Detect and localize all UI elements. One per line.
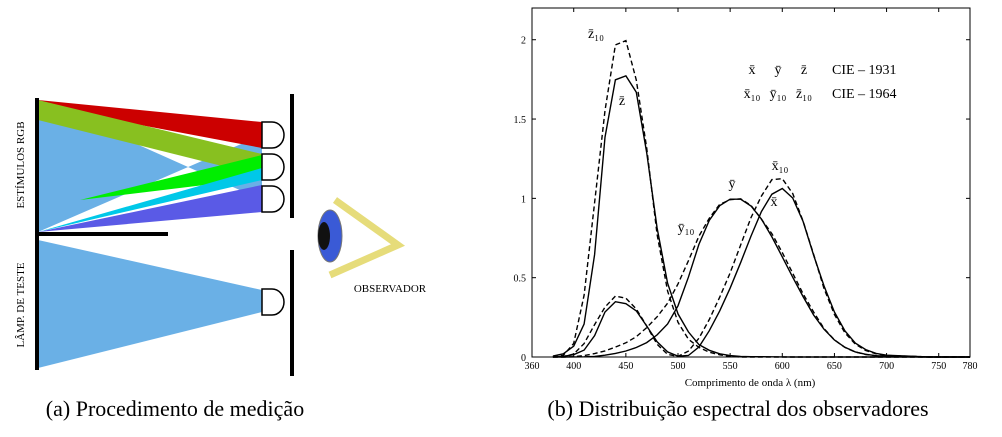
curve: [553, 189, 970, 358]
curve: [553, 199, 970, 357]
screen-top: [290, 94, 294, 218]
x-tick-label: 450: [618, 361, 633, 372]
y-tick-label: 1: [521, 194, 526, 205]
curve-label: ȳ: [729, 177, 736, 192]
curve: [553, 199, 970, 357]
curve: [553, 76, 970, 357]
screen-bottom: [290, 250, 294, 376]
curve-label: z̄: [619, 94, 625, 109]
x-tick-label: 500: [671, 361, 686, 372]
figure: ESTÍMULOS RGB LÂMP. DE TESTE OBSERVADOR …: [0, 0, 1002, 432]
curve-label: x̄: [771, 195, 778, 210]
legend-symbol: ȳ₁₀: [770, 87, 787, 102]
x-tick-label: 700: [879, 361, 894, 372]
test-fan: [38, 240, 262, 368]
curve-label: x̄₁₀: [772, 159, 789, 174]
x-axis-label: Comprimento de onda λ (nm): [685, 377, 816, 389]
x-tick-label: 360: [525, 361, 540, 372]
divider: [35, 232, 168, 236]
y-tick-label: 0.5: [514, 274, 527, 285]
measurement-diagram: ESTÍMULOS RGB LÂMP. DE TESTE OBSERVADOR …: [15, 94, 427, 421]
caption-b: (b) Distribuição espectral dos observado…: [547, 396, 928, 421]
x-tick-label: 750: [931, 361, 946, 372]
y-tick-label: 0: [521, 353, 526, 364]
x-tick-label: 400: [566, 361, 581, 372]
legend-symbol: z̄₁₀: [796, 87, 812, 102]
legend-label: CIE – 1964: [832, 87, 897, 102]
y-tick-label: 2: [521, 36, 526, 47]
legend-label: CIE – 1931: [832, 63, 897, 78]
legend-symbol: ȳ: [775, 63, 782, 78]
stimuli-label: ESTÍMULOS RGB: [15, 121, 27, 208]
curve-label: ȳ₁₀: [678, 221, 695, 236]
test-lamp-label: LÂMP. DE TESTE: [15, 262, 27, 347]
legend-symbol: x̄: [749, 63, 756, 78]
caption-a: (a) Procedimento de medição: [46, 396, 304, 421]
lamps: [262, 122, 284, 315]
curve: [553, 179, 970, 357]
legend-symbol: x̄₁₀: [744, 87, 761, 102]
y-tick-label: 1.5: [514, 115, 527, 126]
eye: [318, 200, 398, 275]
curve-label: z̄₁₀: [588, 27, 604, 42]
x-tick-label: 600: [775, 361, 790, 372]
observer-label: OBSERVADOR: [354, 283, 427, 295]
x-tick-label: 550: [723, 361, 738, 372]
plot-frame: [532, 8, 970, 357]
legend-symbol: z̄: [801, 63, 807, 78]
curve: [553, 41, 970, 357]
x-tick-label: 780: [963, 361, 978, 372]
x-tick-label: 650: [827, 361, 842, 372]
